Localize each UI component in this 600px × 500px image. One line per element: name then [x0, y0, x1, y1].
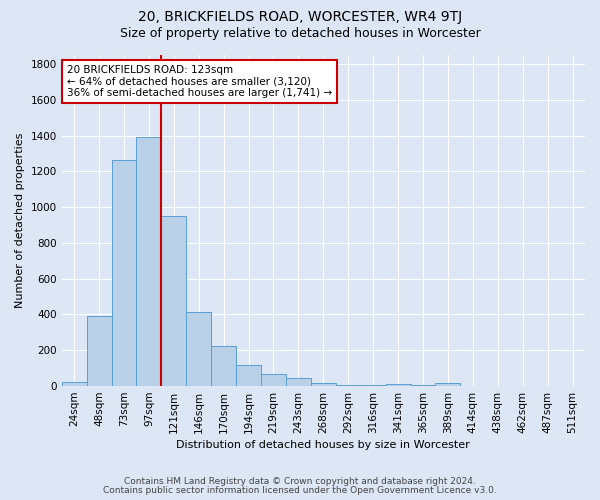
X-axis label: Distribution of detached houses by size in Worcester: Distribution of detached houses by size …: [176, 440, 470, 450]
Bar: [261, 374, 286, 386]
Bar: [211, 346, 236, 386]
Bar: [336, 384, 361, 386]
Text: Contains public sector information licensed under the Open Government Licence v3: Contains public sector information licen…: [103, 486, 497, 495]
Bar: [361, 384, 386, 386]
Bar: [236, 366, 261, 386]
Text: Contains HM Land Registry data © Crown copyright and database right 2024.: Contains HM Land Registry data © Crown c…: [124, 477, 476, 486]
Bar: [62, 382, 86, 386]
Bar: [410, 384, 436, 386]
Bar: [386, 384, 410, 386]
Bar: [86, 316, 112, 386]
Bar: [136, 138, 161, 386]
Text: 20 BRICKFIELDS ROAD: 123sqm
← 64% of detached houses are smaller (3,120)
36% of : 20 BRICKFIELDS ROAD: 123sqm ← 64% of det…: [67, 65, 332, 98]
Bar: [311, 384, 336, 386]
Bar: [161, 216, 186, 386]
Y-axis label: Number of detached properties: Number of detached properties: [15, 133, 25, 308]
Text: Size of property relative to detached houses in Worcester: Size of property relative to detached ho…: [119, 28, 481, 40]
Bar: [286, 378, 311, 386]
Text: 20, BRICKFIELDS ROAD, WORCESTER, WR4 9TJ: 20, BRICKFIELDS ROAD, WORCESTER, WR4 9TJ: [138, 10, 462, 24]
Bar: [112, 160, 136, 386]
Bar: [436, 383, 460, 386]
Bar: [186, 312, 211, 386]
